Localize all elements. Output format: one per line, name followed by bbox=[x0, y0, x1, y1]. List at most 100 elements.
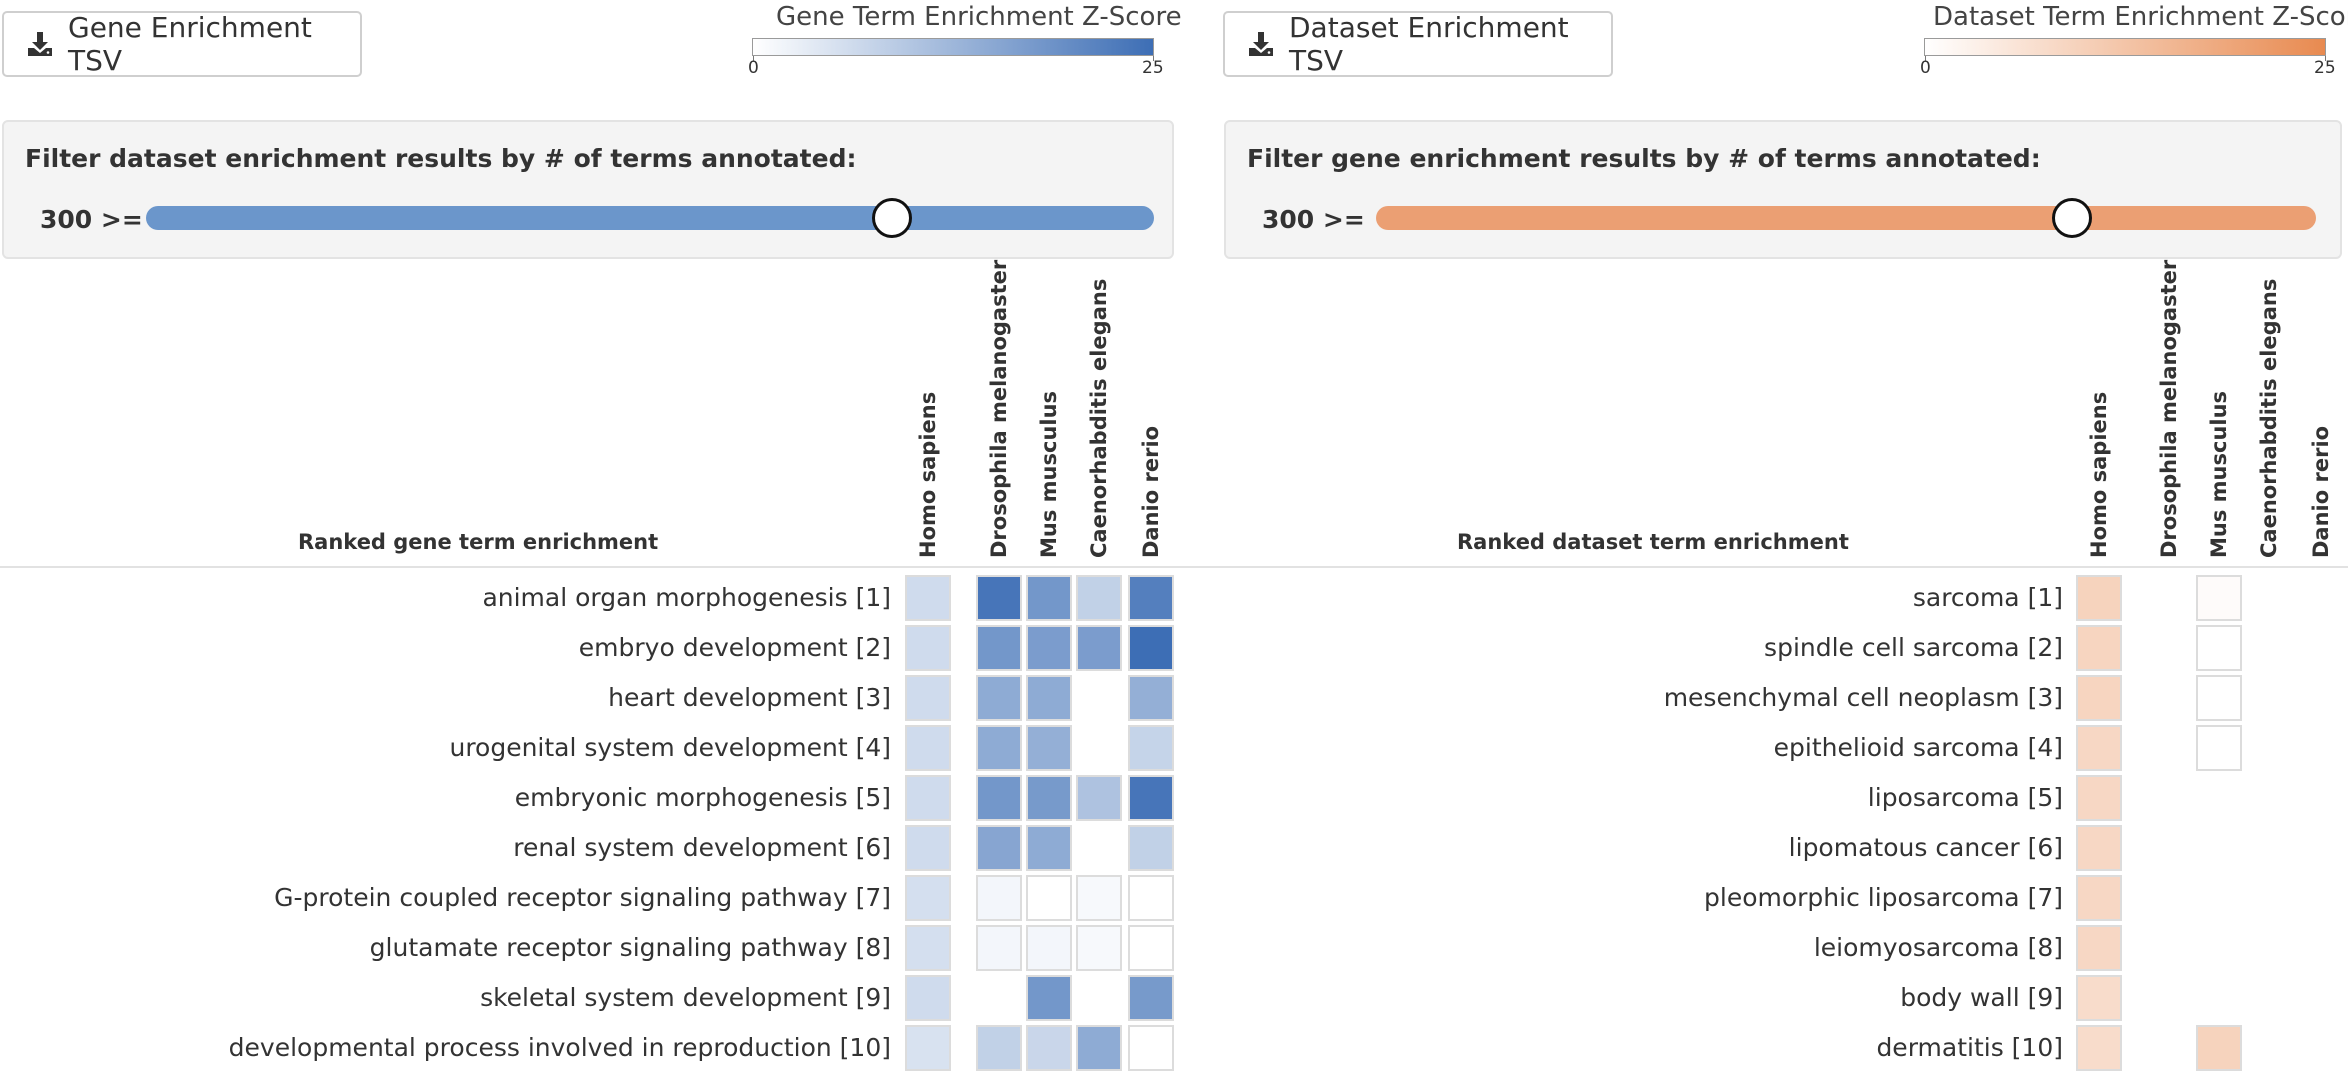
dataset-enrichment-tsv-label: Dataset Enrichment TSV bbox=[1289, 11, 1569, 77]
heatmap-cell[interactable] bbox=[1128, 775, 1174, 821]
heatmap-cell[interactable] bbox=[1128, 675, 1174, 721]
heatmap-cell[interactable] bbox=[1128, 925, 1174, 971]
heatmap-cell[interactable] bbox=[905, 775, 951, 821]
heatmap-cell[interactable] bbox=[905, 675, 951, 721]
heatmap-cell[interactable] bbox=[905, 1025, 951, 1071]
heatmap-cell[interactable] bbox=[1076, 875, 1122, 921]
heatmap-cell[interactable] bbox=[2076, 775, 2122, 821]
heatmap-cell[interactable] bbox=[1076, 575, 1122, 621]
gene-filter-slider-track[interactable] bbox=[1376, 206, 2316, 230]
term-label[interactable]: pleomorphic liposarcoma [7] bbox=[1704, 883, 2063, 912]
heatmap-cell[interactable] bbox=[2076, 925, 2122, 971]
term-label[interactable]: renal system development [6] bbox=[513, 833, 891, 862]
dataset-enrichment-tsv-button[interactable]: Dataset Enrichment TSV bbox=[1223, 11, 1613, 77]
heatmap-cell[interactable] bbox=[1128, 875, 1174, 921]
term-label[interactable]: G-protein coupled receptor signaling pat… bbox=[274, 883, 891, 912]
dataset-legend-max: 25 bbox=[2314, 58, 2336, 78]
heatmap-cell[interactable] bbox=[905, 575, 951, 621]
gene-legend-gradient bbox=[752, 38, 1154, 56]
dataset-filter-slider-track[interactable] bbox=[146, 206, 1154, 230]
column-header: Mus musculus bbox=[1037, 390, 1061, 558]
heatmap-cell[interactable] bbox=[976, 675, 1022, 721]
dataset-legend-min: 0 bbox=[1920, 58, 1931, 78]
term-label[interactable]: glutamate receptor signaling pathway [8] bbox=[369, 933, 891, 962]
heatmap-cell[interactable] bbox=[1026, 975, 1072, 1021]
heatmap-cell[interactable] bbox=[905, 825, 951, 871]
heatmap-cell[interactable] bbox=[976, 775, 1022, 821]
heatmap-cell[interactable] bbox=[1128, 625, 1174, 671]
heatmap-cell[interactable] bbox=[2076, 575, 2122, 621]
heatmap-cell[interactable] bbox=[905, 725, 951, 771]
heatmap-cell[interactable] bbox=[1026, 675, 1072, 721]
term-label[interactable]: body wall [9] bbox=[1900, 983, 2063, 1012]
heatmap-cell[interactable] bbox=[976, 725, 1022, 771]
term-label[interactable]: embryonic morphogenesis [5] bbox=[514, 783, 891, 812]
term-label[interactable]: heart development [3] bbox=[608, 683, 891, 712]
heatmap-cell[interactable] bbox=[2076, 725, 2122, 771]
term-label[interactable]: sarcoma [1] bbox=[1912, 583, 2063, 612]
heatmap-cell[interactable] bbox=[2196, 725, 2242, 771]
term-label[interactable]: developmental process involved in reprod… bbox=[228, 1033, 891, 1062]
gene-enrichment-tsv-button[interactable]: Gene Enrichment TSV bbox=[2, 11, 362, 77]
dataset-filter-title: Filter dataset enrichment results by # o… bbox=[25, 144, 857, 173]
download-icon bbox=[1247, 30, 1275, 58]
column-header: Drosophila melanogaster bbox=[2157, 259, 2181, 558]
term-label[interactable]: embryo development [2] bbox=[578, 633, 891, 662]
column-header: Mus musculus bbox=[2207, 390, 2231, 558]
heatmap-cell[interactable] bbox=[1128, 725, 1174, 771]
heatmap-cell[interactable] bbox=[1076, 625, 1122, 671]
column-header: Caenorhabditis elegans bbox=[1087, 278, 1111, 558]
heatmap-cell[interactable] bbox=[1026, 775, 1072, 821]
heatmap-cell[interactable] bbox=[905, 625, 951, 671]
heatmap-cell[interactable] bbox=[976, 625, 1022, 671]
heatmap-cell[interactable] bbox=[2076, 625, 2122, 671]
heatmap-cell[interactable] bbox=[905, 875, 951, 921]
heatmap-cell[interactable] bbox=[1026, 925, 1072, 971]
heatmap-cell[interactable] bbox=[2196, 1025, 2242, 1071]
heatmap-cell[interactable] bbox=[2076, 1025, 2122, 1071]
heatmap-cell[interactable] bbox=[1128, 575, 1174, 621]
heatmap-cell[interactable] bbox=[1026, 725, 1072, 771]
heatmap-cell[interactable] bbox=[976, 575, 1022, 621]
heatmap-cell[interactable] bbox=[1026, 575, 1072, 621]
heatmap-cell[interactable] bbox=[976, 825, 1022, 871]
term-label[interactable]: epithelioid sarcoma [4] bbox=[1773, 733, 2063, 762]
heatmap-cell[interactable] bbox=[2076, 675, 2122, 721]
term-label[interactable]: leiomyosarcoma [8] bbox=[1813, 933, 2063, 962]
dataset-table-title: Ranked dataset term enrichment bbox=[1457, 530, 1849, 554]
heatmap-cell[interactable] bbox=[2076, 875, 2122, 921]
heatmap-cell[interactable] bbox=[1026, 825, 1072, 871]
heatmap-cell[interactable] bbox=[1076, 775, 1122, 821]
heatmap-cell[interactable] bbox=[1026, 625, 1072, 671]
gene-filter-slider-handle[interactable] bbox=[2051, 198, 2092, 238]
heatmap-cell[interactable] bbox=[976, 925, 1022, 971]
term-label[interactable]: skeletal system development [9] bbox=[480, 983, 891, 1012]
term-label[interactable]: liposarcoma [5] bbox=[1867, 783, 2063, 812]
gene-legend-title: Gene Term Enrichment Z-Score bbox=[776, 2, 1182, 32]
heatmap-cell[interactable] bbox=[1076, 925, 1122, 971]
term-label[interactable]: mesenchymal cell neoplasm [3] bbox=[1663, 683, 2063, 712]
term-label[interactable]: spindle cell sarcoma [2] bbox=[1764, 633, 2063, 662]
heatmap-cell[interactable] bbox=[2196, 675, 2242, 721]
heatmap-cell[interactable] bbox=[1128, 975, 1174, 1021]
heatmap-cell[interactable] bbox=[905, 975, 951, 1021]
heatmap-cell[interactable] bbox=[976, 875, 1022, 921]
heatmap-cell[interactable] bbox=[2076, 825, 2122, 871]
heatmap-cell[interactable] bbox=[976, 1025, 1022, 1071]
dataset-filter-slider-handle[interactable] bbox=[871, 198, 912, 238]
dataset-filter-panel: Filter dataset enrichment results by # o… bbox=[2, 120, 1174, 259]
term-label[interactable]: urogenital system development [4] bbox=[449, 733, 891, 762]
column-header: Drosophila melanogaster bbox=[987, 259, 1011, 558]
heatmap-cell[interactable] bbox=[905, 925, 951, 971]
heatmap-cell[interactable] bbox=[1026, 1025, 1072, 1071]
heatmap-cell[interactable] bbox=[2076, 975, 2122, 1021]
heatmap-cell[interactable] bbox=[1076, 1025, 1122, 1071]
heatmap-cell[interactable] bbox=[2196, 625, 2242, 671]
term-label[interactable]: lipomatous cancer [6] bbox=[1788, 833, 2063, 862]
heatmap-cell[interactable] bbox=[1128, 1025, 1174, 1071]
term-label[interactable]: dermatitis [10] bbox=[1876, 1033, 2063, 1062]
heatmap-cell[interactable] bbox=[1026, 875, 1072, 921]
heatmap-cell[interactable] bbox=[1128, 825, 1174, 871]
heatmap-cell[interactable] bbox=[2196, 575, 2242, 621]
term-label[interactable]: animal organ morphogenesis [1] bbox=[482, 583, 891, 612]
